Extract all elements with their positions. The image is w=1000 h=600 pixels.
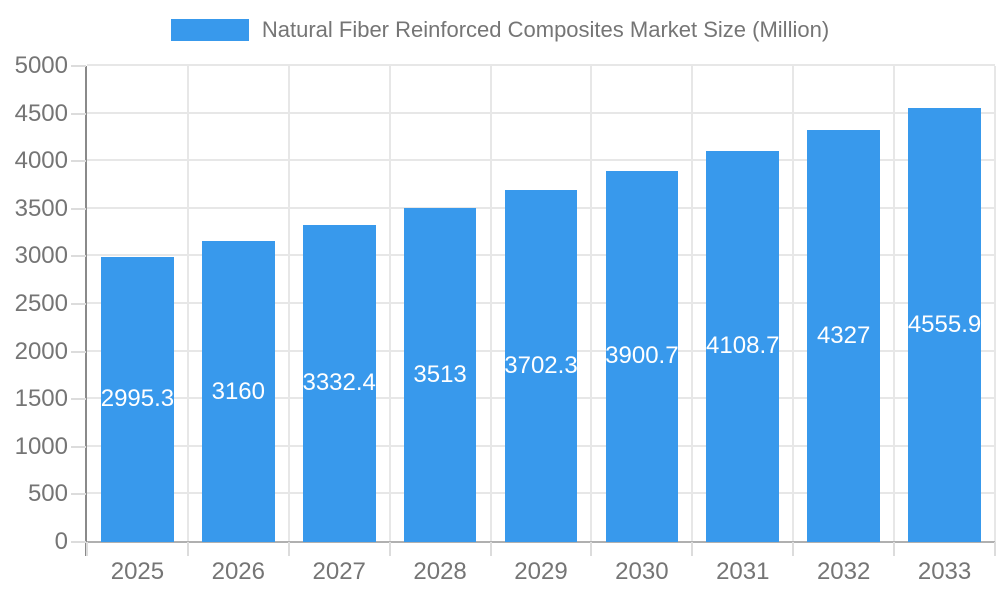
bar[interactable]: 4555.9 bbox=[908, 108, 981, 542]
y-tick-label: 500 bbox=[27, 480, 68, 508]
bar-value-label: 2995.3 bbox=[100, 385, 175, 413]
y-tick-label: 4500 bbox=[14, 99, 68, 127]
x-tick-label: 2026 bbox=[211, 558, 265, 585]
x-tick-mark bbox=[287, 542, 290, 556]
y-tick-mark bbox=[71, 445, 86, 448]
v-gridline bbox=[388, 66, 391, 542]
x-tick-mark bbox=[86, 542, 88, 556]
bar[interactable]: 2995.3 bbox=[100, 256, 175, 542]
x-tick-mark bbox=[489, 542, 492, 556]
bar[interactable]: 3702.3 bbox=[504, 189, 578, 542]
y-tick-label: 5000 bbox=[14, 52, 68, 79]
x-tick-mark bbox=[388, 542, 391, 556]
y-tick-label: 1000 bbox=[14, 432, 68, 460]
y-tick-label: 2500 bbox=[14, 290, 68, 317]
bar[interactable]: 4327 bbox=[807, 130, 880, 542]
v-gridline bbox=[590, 66, 593, 542]
h-gridline bbox=[87, 111, 995, 114]
v-gridline bbox=[186, 66, 189, 542]
y-tick-mark bbox=[71, 350, 86, 353]
x-axis-line bbox=[87, 541, 995, 543]
y-tick-label: 2000 bbox=[14, 337, 68, 365]
y-tick-mark bbox=[71, 65, 86, 67]
x-tick-mark bbox=[994, 542, 996, 556]
bar-value-label: 3900.7 bbox=[605, 342, 679, 370]
bar-slot: 3332.4 bbox=[289, 66, 390, 542]
bar[interactable]: 3900.7 bbox=[605, 170, 679, 542]
y-tick-mark bbox=[71, 112, 86, 115]
bar-slot: 2995.3 bbox=[87, 66, 188, 542]
bar-slot: 3702.3 bbox=[491, 66, 592, 542]
bar-value-label: 4555.9 bbox=[907, 310, 982, 338]
v-gridline bbox=[893, 66, 896, 542]
bar-slot: 4108.7 bbox=[692, 66, 793, 542]
plot-area: 2995.3 3160 3332.4 3513 3702.3 3900.7 4108.7 43… bbox=[85, 64, 996, 556]
y-tick-label: 1500 bbox=[14, 385, 68, 413]
bar[interactable]: 3513 bbox=[403, 207, 477, 542]
x-tick-label: 2032 bbox=[816, 558, 871, 585]
bar-value-label: 3160 bbox=[211, 377, 265, 405]
bar-value-label: 4327 bbox=[816, 321, 871, 349]
bar[interactable]: 3332.4 bbox=[302, 224, 376, 542]
bar[interactable]: 4108.7 bbox=[706, 150, 780, 542]
legend-label: Natural Fiber Reinforced Composites Mark… bbox=[261, 17, 830, 42]
y-tick-mark bbox=[71, 160, 86, 163]
y-tick-mark bbox=[71, 255, 86, 258]
y-tick-mark bbox=[71, 303, 86, 305]
bar-slot: 4555.9 bbox=[894, 66, 995, 542]
y-tick-label: 4000 bbox=[14, 147, 68, 175]
bar-value-label: 4108.7 bbox=[706, 332, 780, 360]
x-tick-mark bbox=[186, 542, 189, 556]
bar-slot: 4327 bbox=[793, 66, 894, 542]
x-tick-mark bbox=[792, 542, 795, 556]
y-tick-mark bbox=[71, 541, 86, 543]
x-tick-label: 2029 bbox=[514, 558, 568, 585]
v-gridline bbox=[489, 66, 492, 542]
y-tick-mark bbox=[71, 207, 86, 210]
bar-slot: 3160 bbox=[188, 66, 289, 542]
bar-value-label: 3702.3 bbox=[504, 351, 578, 379]
v-gridline bbox=[792, 66, 795, 542]
x-tick-label: 2033 bbox=[917, 558, 972, 585]
x-tick-mark bbox=[893, 542, 896, 556]
x-tick-label: 2027 bbox=[312, 558, 366, 585]
y-tick-mark bbox=[71, 398, 86, 401]
y-tick-mark bbox=[71, 493, 86, 496]
y-axis-line bbox=[85, 66, 87, 556]
y-tick-label: 3500 bbox=[14, 194, 68, 222]
x-tick-label: 2031 bbox=[716, 558, 770, 585]
v-gridline bbox=[287, 66, 290, 542]
x-tick-label: 2028 bbox=[413, 558, 467, 585]
legend[interactable]: Natural Fiber Reinforced Composites Mark… bbox=[0, 15, 1000, 45]
x-tick-mark bbox=[590, 542, 593, 556]
y-tick-label: 3000 bbox=[14, 242, 68, 270]
x-tick-label: 2025 bbox=[110, 558, 165, 585]
bar-slot: 3900.7 bbox=[591, 66, 692, 542]
y-tick-label: 0 bbox=[54, 528, 68, 555]
bar-value-label: 3332.4 bbox=[302, 369, 376, 397]
bar-value-label: 3513 bbox=[413, 360, 467, 388]
v-gridline bbox=[994, 66, 996, 542]
x-tick-mark bbox=[691, 542, 694, 556]
v-gridline bbox=[691, 66, 694, 542]
legend-swatch[interactable] bbox=[170, 19, 249, 41]
bar-slot: 3513 bbox=[390, 66, 491, 542]
h-gridline bbox=[87, 64, 995, 66]
h-gridline bbox=[87, 159, 995, 162]
bar[interactable]: 3160 bbox=[201, 241, 275, 542]
x-tick-label: 2030 bbox=[615, 558, 669, 585]
